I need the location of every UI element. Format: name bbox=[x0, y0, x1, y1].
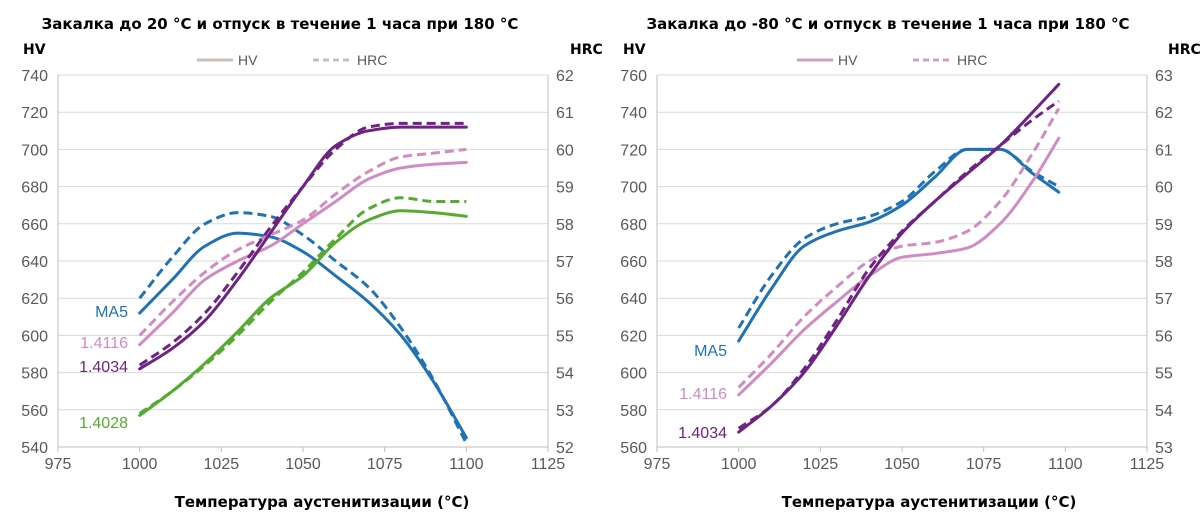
x-tick-label: 1075 bbox=[966, 456, 1002, 473]
series-label-14034: 1.4034 bbox=[678, 425, 727, 442]
y-left-tick-label: 580 bbox=[620, 403, 647, 420]
chart-panel-2: Закалка до -80 °C и отпуск в течение 1 ч… bbox=[620, 15, 1200, 511]
y-left-tick-label: 700 bbox=[21, 142, 48, 159]
chart-title: Закалка до -80 °C и отпуск в течение 1 ч… bbox=[647, 15, 1130, 33]
y-right-tick-label: 60 bbox=[1155, 180, 1173, 197]
y-left-tick-label: 600 bbox=[620, 366, 647, 383]
x-tick-label: 1125 bbox=[1130, 456, 1165, 473]
series-14116-hrc-line bbox=[737, 107, 1061, 389]
series-MA5-hrc-line bbox=[737, 147, 1060, 329]
y-right-tick-label: 58 bbox=[1155, 254, 1173, 271]
y-right-tick-label: 61 bbox=[556, 105, 574, 122]
y-left-tick-label: 760 bbox=[620, 68, 647, 85]
y-right-tick-label: 54 bbox=[1155, 403, 1173, 420]
y-right-tick-label: 60 bbox=[556, 142, 574, 159]
series-MA5-hv-line bbox=[138, 231, 468, 440]
y-left-tick-label: 540 bbox=[21, 440, 48, 457]
x-tick-label: 1000 bbox=[122, 456, 158, 473]
x-tick-label: 1100 bbox=[449, 456, 484, 473]
x-tick-label: 1050 bbox=[285, 456, 321, 473]
y-left-tick-label: 720 bbox=[620, 142, 647, 159]
y-left-tick-label: 620 bbox=[21, 291, 48, 308]
y-right-tick-label: 57 bbox=[1155, 291, 1173, 308]
series-14034-hv-line bbox=[138, 125, 468, 371]
series-14028-hv-line bbox=[138, 209, 468, 417]
y-right-axis-title: HRC bbox=[1168, 42, 1200, 58]
y-left-tick-label: 660 bbox=[620, 254, 647, 271]
x-tick-label: 975 bbox=[45, 456, 72, 473]
x-tick-label: 1125 bbox=[531, 456, 566, 473]
series-label-MA5: MA5 bbox=[95, 304, 128, 321]
y-right-tick-label: 62 bbox=[1155, 105, 1173, 122]
x-axis-title: Температура аустенитизации (°C) bbox=[782, 493, 1077, 511]
x-tick-label: 1000 bbox=[721, 456, 757, 473]
x-tick-label: 1100 bbox=[1048, 456, 1083, 473]
y-left-tick-label: 560 bbox=[620, 440, 647, 457]
y-left-tick-label: 680 bbox=[620, 217, 647, 234]
y-left-tick-label: 640 bbox=[21, 254, 48, 271]
x-tick-label: 1050 bbox=[884, 456, 920, 473]
x-axis-title: Температура аустенитизации (°C) bbox=[175, 493, 470, 511]
series-14034-hrc-line bbox=[138, 121, 467, 367]
legend-hrc-label: HRC bbox=[357, 52, 387, 68]
y-left-axis-title: HV bbox=[23, 42, 46, 58]
series-MA5-hv-line bbox=[737, 147, 1061, 343]
series-14116-hrc-line bbox=[138, 147, 467, 337]
series-label-MA5: MA5 bbox=[694, 343, 727, 360]
y-right-tick-label: 62 bbox=[556, 68, 574, 85]
y-left-tick-label: 620 bbox=[620, 328, 647, 345]
series-14028-hrc-line bbox=[138, 196, 467, 415]
y-right-axis-title: HRC bbox=[570, 42, 603, 58]
series-label-14028: 1.4028 bbox=[79, 415, 128, 432]
chart-panel-1: Закалка до 20 °C и отпуск в течение 1 ча… bbox=[21, 15, 602, 511]
x-tick-label: 1025 bbox=[204, 456, 240, 473]
y-left-tick-label: 740 bbox=[620, 105, 647, 122]
y-left-tick-label: 580 bbox=[21, 366, 48, 383]
y-right-tick-label: 63 bbox=[1155, 68, 1173, 85]
x-tick-label: 1025 bbox=[803, 456, 839, 473]
y-left-tick-label: 660 bbox=[21, 217, 48, 234]
y-right-tick-label: 55 bbox=[1155, 366, 1173, 383]
series-label-14116: 1.4116 bbox=[80, 335, 128, 352]
legend-hv-label: HV bbox=[238, 52, 258, 68]
y-right-tick-label: 59 bbox=[556, 180, 574, 197]
series-label-14034: 1.4034 bbox=[79, 359, 128, 376]
series-MA5-hrc-line bbox=[138, 211, 468, 444]
y-right-tick-label: 56 bbox=[1155, 328, 1173, 345]
series-label-14116: 1.4116 bbox=[679, 386, 727, 403]
series-14034-hrc-line bbox=[737, 99, 1060, 430]
chart-title: Закалка до 20 °C и отпуск в течение 1 ча… bbox=[42, 15, 519, 33]
legend-hrc-label: HRC bbox=[957, 52, 987, 68]
y-left-tick-label: 600 bbox=[21, 328, 48, 345]
y-left-tick-label: 700 bbox=[620, 180, 647, 197]
series-14116-hv-line bbox=[138, 160, 468, 347]
y-right-tick-label: 52 bbox=[556, 440, 574, 457]
y-right-tick-label: 54 bbox=[556, 366, 574, 383]
y-right-tick-label: 53 bbox=[556, 403, 574, 420]
y-right-tick-label: 56 bbox=[556, 291, 574, 308]
y-right-tick-label: 55 bbox=[556, 328, 574, 345]
y-right-tick-label: 57 bbox=[556, 254, 574, 271]
y-left-tick-label: 560 bbox=[21, 403, 48, 420]
y-left-tick-label: 740 bbox=[21, 68, 48, 85]
y-left-tick-label: 720 bbox=[21, 105, 48, 122]
y-right-tick-label: 59 bbox=[1155, 217, 1173, 234]
series-14116-hv-line bbox=[737, 136, 1061, 397]
y-right-tick-label: 53 bbox=[1155, 440, 1173, 457]
y-left-tick-label: 640 bbox=[620, 291, 647, 308]
y-left-axis-title: HV bbox=[623, 42, 646, 58]
x-tick-label: 975 bbox=[644, 456, 671, 473]
y-right-tick-label: 61 bbox=[1155, 142, 1173, 159]
y-right-tick-label: 58 bbox=[556, 217, 574, 234]
legend-hv-label: HV bbox=[838, 52, 858, 68]
x-tick-label: 1075 bbox=[367, 456, 403, 473]
y-left-tick-label: 680 bbox=[21, 180, 48, 197]
